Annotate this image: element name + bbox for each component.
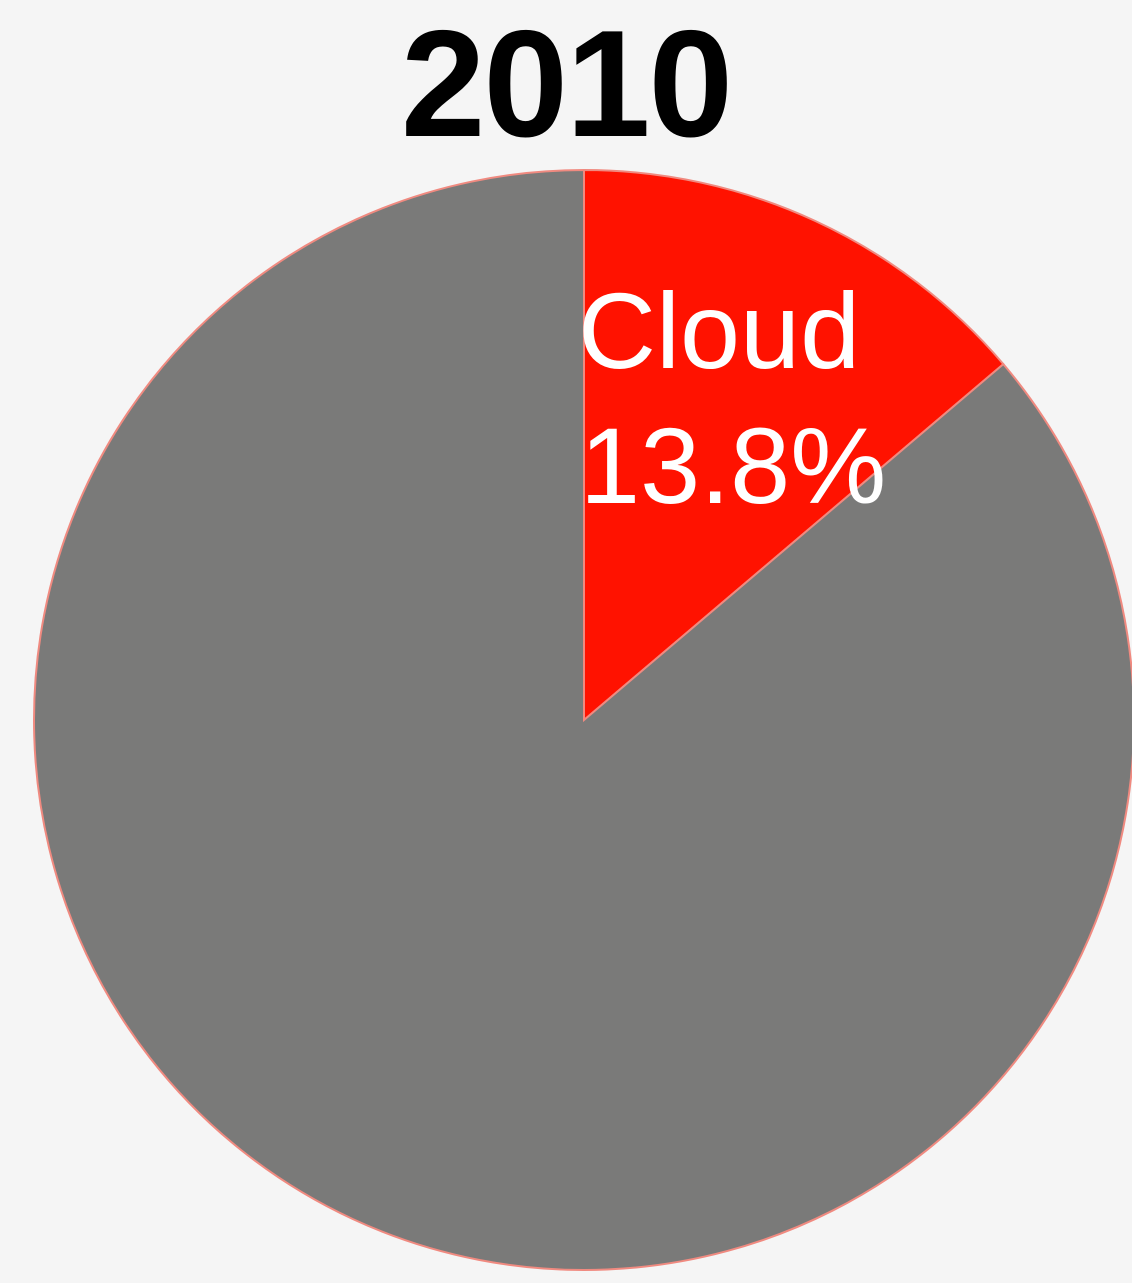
pie-slices [33, 168, 1132, 1271]
pie-slice-cloud [583, 168, 1005, 723]
pie-labels: Cloud 13.8% [578, 270, 886, 526]
chart-title: 2010 [400, 0, 733, 169]
slice-value-label: 13.8% [580, 405, 886, 526]
slice-label: Cloud [578, 270, 860, 391]
pie-slice-other [33, 168, 1132, 1271]
